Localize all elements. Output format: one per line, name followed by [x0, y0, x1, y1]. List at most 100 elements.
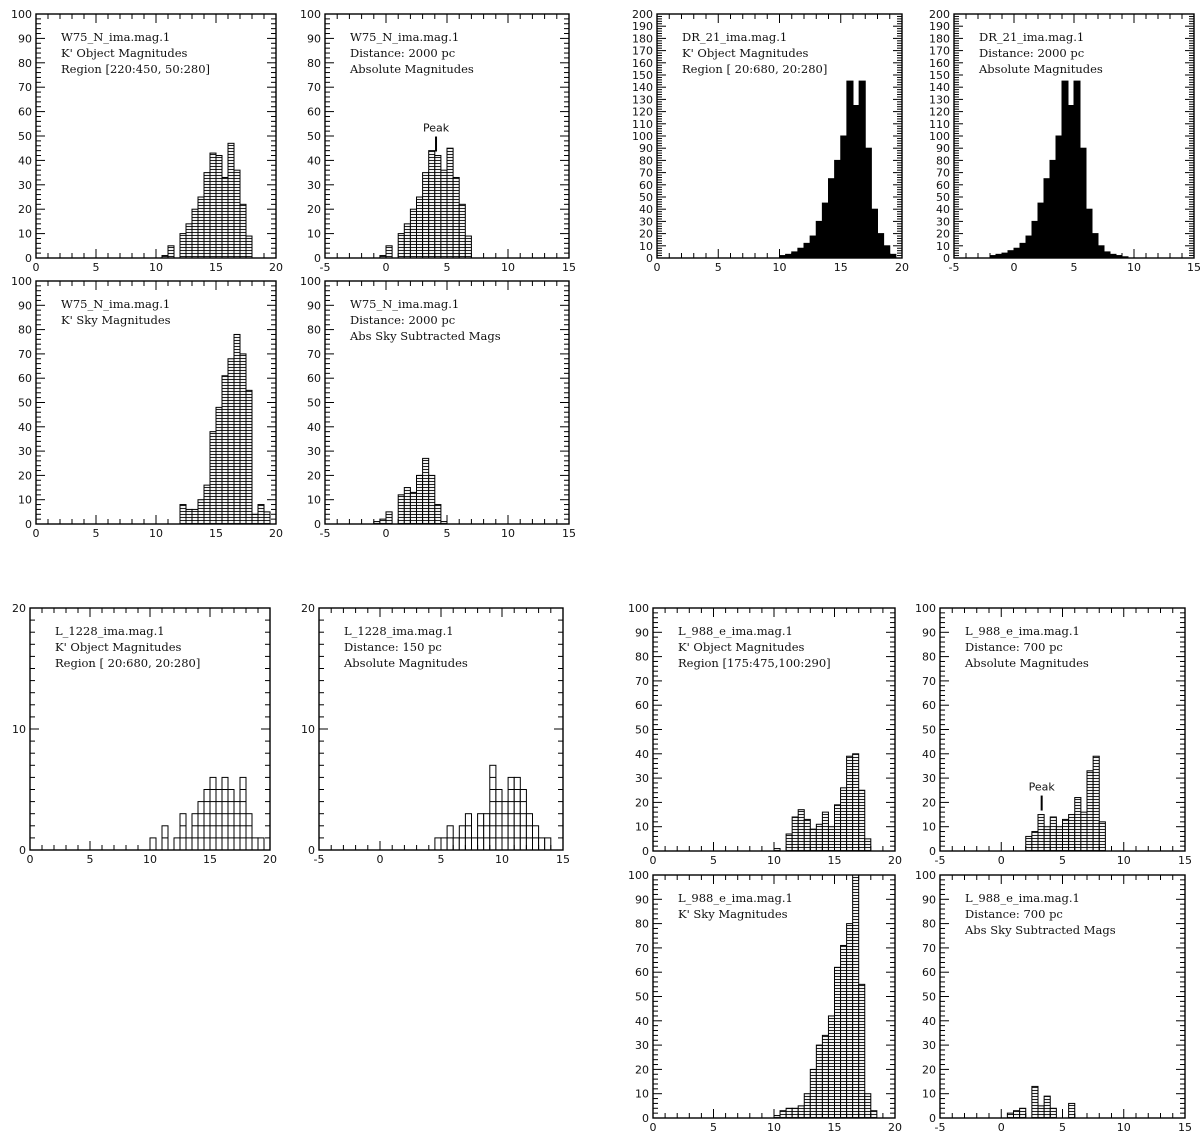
y-tick-label: 60 [635, 966, 649, 979]
y-tick-label: 50 [936, 191, 950, 204]
y-tick-label: 100 [300, 8, 321, 21]
histogram-bar [1031, 1085, 1039, 1119]
histogram-bar [821, 1034, 829, 1119]
y-tick-label: 10 [12, 723, 26, 736]
histogram-bar [209, 431, 217, 525]
histogram-bar [191, 508, 199, 525]
y-tick-label: 90 [18, 299, 32, 312]
y-tick-label: 10 [301, 723, 315, 736]
histogram-bar [403, 487, 411, 525]
y-tick-label: 40 [307, 154, 321, 167]
histogram-bar [840, 944, 848, 1119]
y-tick-label: 20 [936, 228, 950, 241]
y-tick-label: 50 [18, 397, 32, 410]
y-tick-label: 20 [18, 469, 32, 482]
histogram-bar [215, 789, 223, 851]
y-tick-label: 80 [922, 651, 936, 664]
histogram-bar [815, 823, 823, 852]
y-tick-label: 40 [18, 421, 32, 434]
histogram-bar [834, 804, 842, 852]
histogram-bar [519, 789, 527, 851]
x-tick-label: 20 [888, 854, 902, 867]
y-tick-label: 40 [307, 421, 321, 434]
y-tick-label: 90 [635, 626, 649, 639]
histogram-bar [846, 755, 854, 852]
histogram-bar [797, 809, 805, 852]
x-tick-label: 5 [1071, 261, 1078, 274]
histogram-bar [471, 837, 479, 851]
y-tick-label: 50 [639, 191, 653, 204]
histogram-bar [1068, 814, 1076, 852]
y-tick-label: 30 [922, 772, 936, 785]
histogram-bar [1049, 816, 1057, 852]
y-tick-label: 60 [307, 106, 321, 119]
histogram-bar [1074, 797, 1082, 852]
y-tick-label: 60 [18, 106, 32, 119]
histogram-bar [797, 1105, 805, 1119]
peak-label: Peak [1029, 781, 1056, 794]
panel-annotation: W75_N_ima.mag.1 [61, 30, 170, 44]
histogram-panel: -5 0 5 10 150102030405060708090100W75_N_ima.… [300, 8, 576, 274]
y-tick-label: 20 [639, 228, 653, 241]
y-tick-label: 0 [25, 252, 32, 265]
y-tick-label: 100 [11, 8, 32, 21]
y-tick-label: 100 [915, 869, 936, 882]
y-tick-label: 30 [18, 445, 32, 458]
histogram-bar [167, 245, 175, 259]
histogram-bar [1085, 208, 1093, 259]
histogram-bar [1013, 247, 1021, 259]
panel-annotation: Absolute Magnitudes [349, 62, 474, 76]
panel-annotation: L_988_e_ima.mag.1 [965, 891, 1080, 905]
histogram-bar [821, 811, 829, 852]
y-tick-label: 20 [18, 203, 32, 216]
histogram-bar [791, 1107, 799, 1119]
histogram-bar [251, 837, 259, 851]
histogram-bar [834, 159, 842, 259]
x-tick-label: -5 [320, 527, 331, 540]
x-tick-label: 10 [1117, 854, 1131, 867]
panel-annotation: L_988_e_ima.mag.1 [965, 624, 1080, 638]
histogram-bar [191, 208, 199, 259]
histogram-bar [834, 966, 842, 1119]
panel-annotation: DR_21_ima.mag.1 [682, 30, 787, 44]
y-tick-label: 20 [301, 602, 315, 615]
histogram-bar [803, 242, 811, 259]
peak-label: Peak [423, 122, 450, 135]
histogram-bar [797, 247, 805, 259]
histogram-bar [858, 789, 866, 852]
histogram-bar [203, 789, 211, 851]
x-tick-label: 5 [438, 853, 445, 866]
panel-annotation: Distance: 150 pc [344, 640, 442, 654]
histogram-bar [434, 504, 442, 525]
histogram-panel: 0 5 10 15 2001020304050607080901001101201301… [632, 8, 909, 274]
y-tick-label: 0 [25, 518, 32, 531]
histogram-bar [203, 172, 211, 259]
histogram-bar [173, 837, 181, 851]
histogram-bar [828, 178, 836, 259]
histogram-bar [791, 251, 799, 259]
histogram-bar [1091, 233, 1099, 259]
y-tick-label: 30 [639, 215, 653, 228]
x-tick-label: 5 [93, 261, 100, 274]
histogram-bar [239, 203, 247, 259]
panel-annotation: Absolute Magnitudes [964, 656, 1089, 670]
histogram-bar [1019, 242, 1027, 259]
histogram-bar [803, 818, 811, 852]
histogram-bar [416, 196, 424, 259]
x-tick-label: -5 [314, 853, 325, 866]
y-tick-label: 90 [635, 893, 649, 906]
panel-annotation: DR_21_ima.mag.1 [979, 30, 1084, 44]
y-tick-label: 30 [936, 215, 950, 228]
histogram-bar [179, 233, 187, 259]
y-tick-label: 80 [635, 651, 649, 664]
x-tick-label: 15 [203, 853, 217, 866]
y-tick-label: 190 [929, 20, 950, 33]
histogram-panel: -5 0 5 10 150102030405060708090100L_988_e_im… [915, 869, 1192, 1134]
x-tick-label: 5 [1059, 1121, 1066, 1134]
y-tick-label: 70 [635, 942, 649, 955]
x-tick-label: 5 [87, 853, 94, 866]
histogram-bar [403, 223, 411, 259]
histogram-bar [864, 147, 872, 259]
y-tick-label: 0 [314, 252, 321, 265]
histogram-bar [197, 499, 205, 525]
